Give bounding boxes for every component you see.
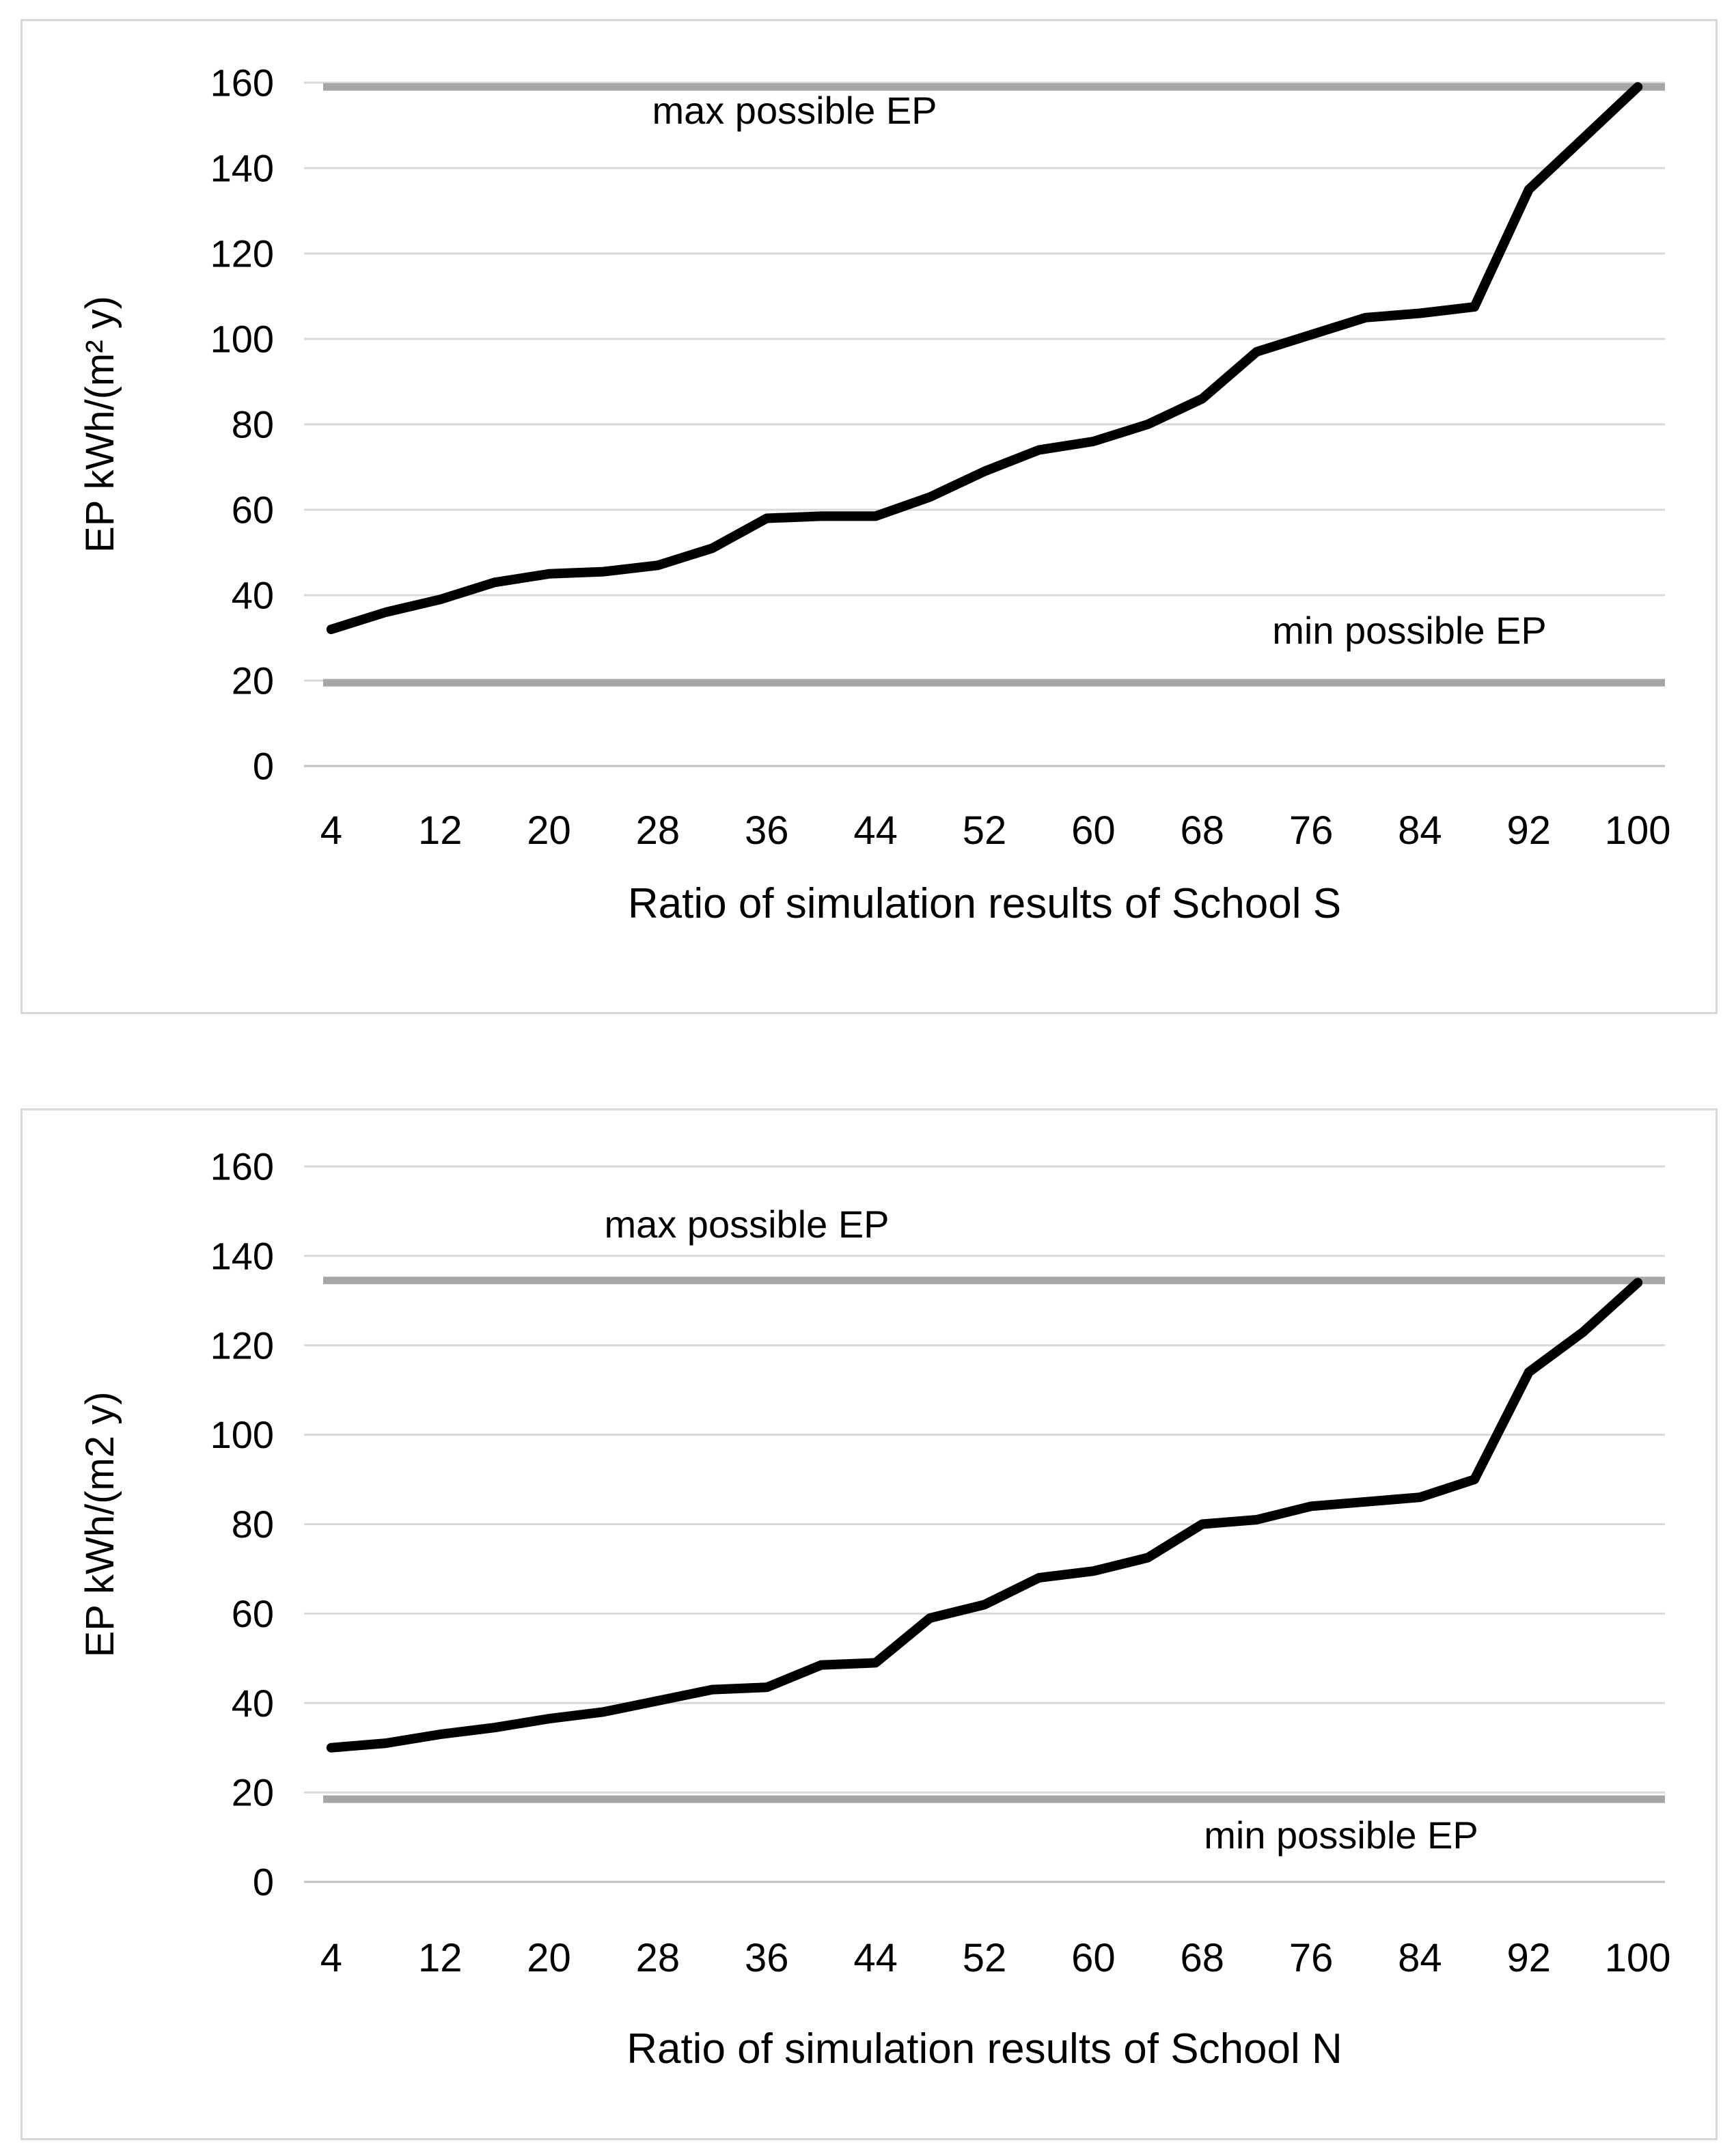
max-line-label: max possible EP <box>652 89 937 132</box>
y-tick-label: 100 <box>210 1413 274 1456</box>
x-tick-label: 60 <box>1071 808 1116 853</box>
y-tick-label: 140 <box>210 147 274 190</box>
x-tick-label: 68 <box>1180 808 1224 853</box>
series-line <box>326 82 1643 634</box>
x-tick-label: 76 <box>1289 808 1334 853</box>
x-tick-label: 52 <box>963 1936 1007 1980</box>
x-tick-label: 76 <box>1289 1936 1334 1980</box>
x-tick-label: 84 <box>1398 1936 1442 1980</box>
x-tick-label: 4 <box>320 808 342 853</box>
x-tick-label: 36 <box>745 808 789 853</box>
school-s-chart-card: 160 140 120 100 80 60 40 20 0 max possible EP min … <box>20 19 1718 1014</box>
y-tick-label: 160 <box>210 1145 274 1188</box>
x-tick-label: 12 <box>418 808 463 853</box>
x-tick-label: 52 <box>963 808 1007 853</box>
y-tick-label: 80 <box>232 403 274 446</box>
min-line-label: min possible EP <box>1204 1814 1478 1857</box>
x-tick-label: 44 <box>853 808 898 853</box>
x-tick-label: 28 <box>636 1936 680 1980</box>
y-tick-label: 60 <box>232 489 274 532</box>
y-tick-label: 120 <box>210 1324 274 1367</box>
y-tick-label: 120 <box>210 232 274 275</box>
max-line-label: max possible EP <box>604 1203 889 1246</box>
x-tick-label: 84 <box>1398 808 1442 853</box>
y-tick-label: 40 <box>232 1682 274 1725</box>
x-tick-label: 100 <box>1605 1936 1671 1980</box>
school-s-chart: 160 140 120 100 80 60 40 20 0 max possible EP min … <box>78 61 1671 927</box>
min-line-label: min possible EP <box>1272 609 1547 652</box>
y-tick-label: 40 <box>232 574 274 617</box>
x-tick-label: 92 <box>1507 1936 1552 1980</box>
y-tick-label: 100 <box>210 318 274 361</box>
school-n-chart-card: 160 140 120 100 80 60 40 20 0 max possible EP min … <box>20 1108 1718 2140</box>
series-line <box>326 1278 1643 1753</box>
y-axis-title: EP kWh/(m² y) <box>78 296 122 553</box>
y-tick-label: 80 <box>232 1503 274 1546</box>
x-tick-label: 68 <box>1180 1936 1224 1980</box>
x-tick-label: 20 <box>527 808 571 853</box>
x-tick-label: 20 <box>527 1936 571 1980</box>
y-axis-title: EP kWh/(m2 y) <box>78 1392 122 1658</box>
y-tick-label: 20 <box>232 659 274 702</box>
x-axis-title: Ratio of simulation results of School N <box>626 2025 1342 2073</box>
y-tick-label: 0 <box>253 1861 274 1904</box>
x-tick-label: 12 <box>418 1936 463 1980</box>
y-tick-label: 60 <box>232 1592 274 1635</box>
y-tick-label: 140 <box>210 1234 274 1277</box>
y-tick-label: 0 <box>253 745 274 788</box>
y-tick-label: 20 <box>232 1771 274 1814</box>
y-tick-label: 160 <box>210 61 274 105</box>
x-tick-label: 28 <box>636 808 680 853</box>
x-axis-title: Ratio of simulation results of School S <box>628 880 1341 927</box>
school-n-chart: 160 140 120 100 80 60 40 20 0 max possible EP min … <box>78 1145 1671 2073</box>
x-tick-label: 4 <box>320 1936 342 1980</box>
x-tick-label: 100 <box>1605 808 1671 853</box>
x-tick-label: 92 <box>1507 808 1552 853</box>
x-tick-label: 60 <box>1071 1936 1116 1980</box>
x-tick-label: 36 <box>745 1936 789 1980</box>
x-tick-label: 44 <box>853 1936 898 1980</box>
